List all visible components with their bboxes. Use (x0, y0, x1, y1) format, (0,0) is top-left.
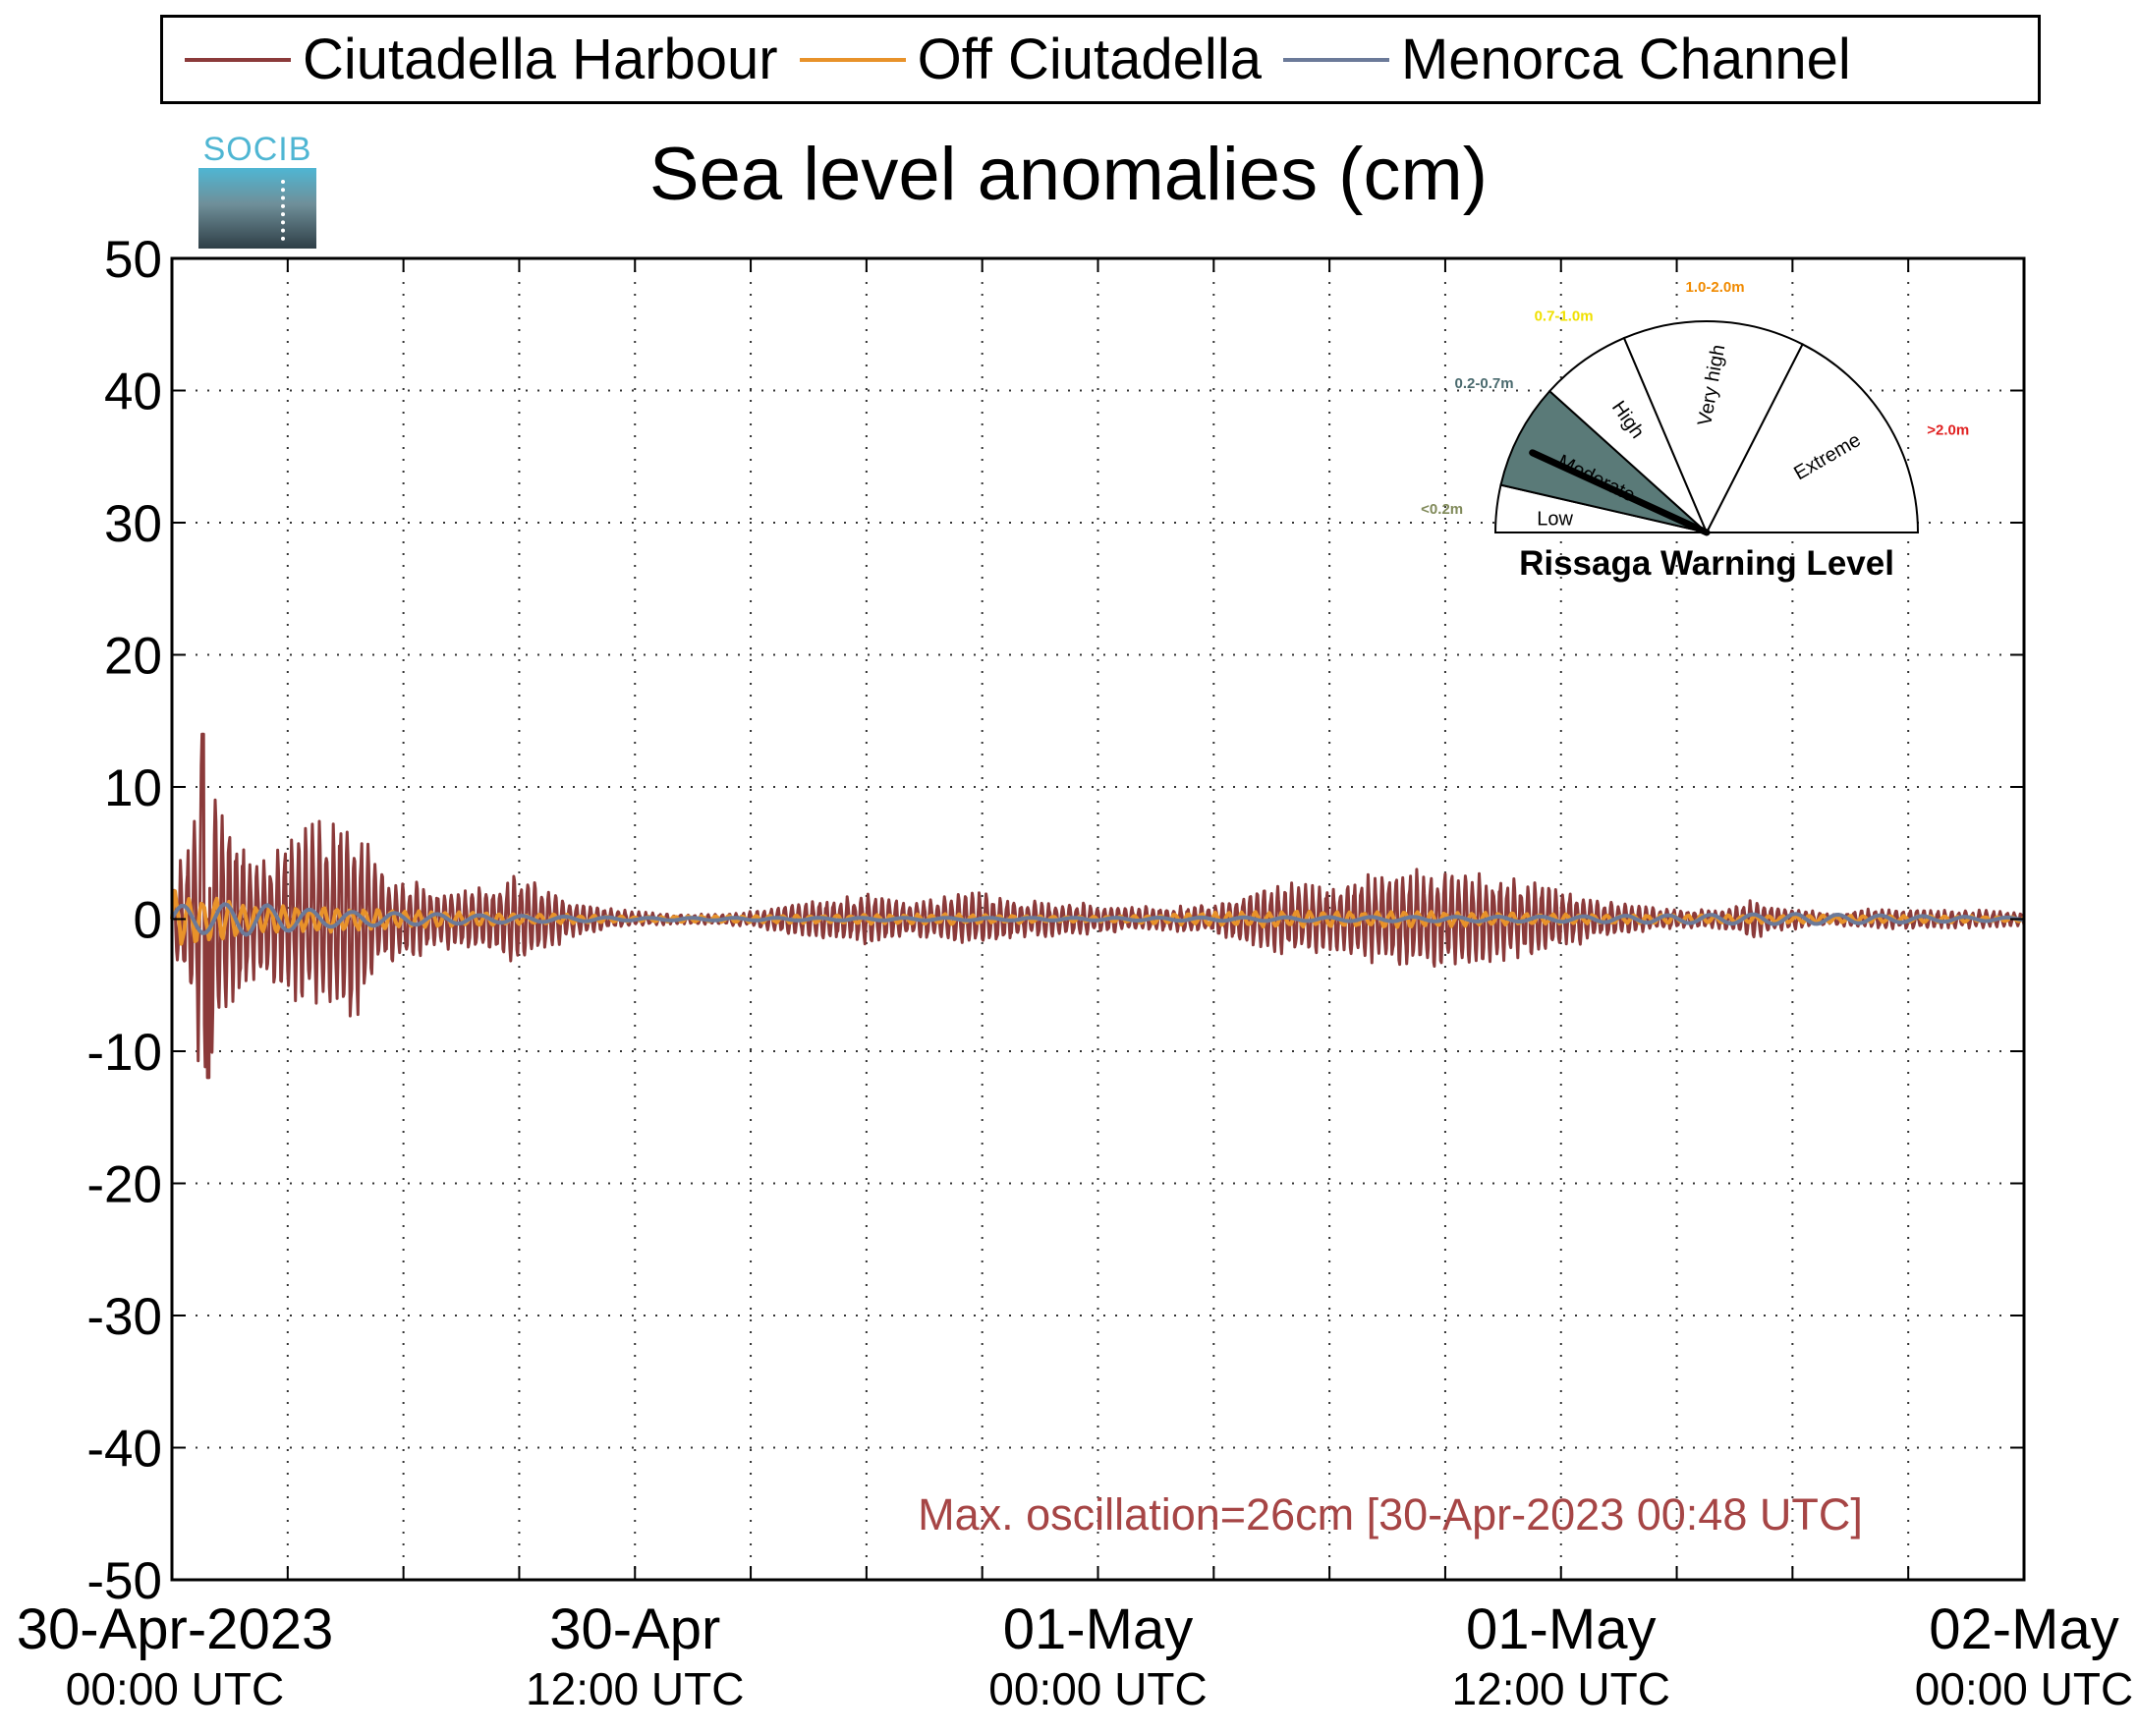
legend-label: Menorca Channel (1400, 27, 1851, 91)
series-line-menorca-channel (170, 902, 2025, 937)
x-tick-label: 02-May (1929, 1597, 2118, 1661)
x-tick-sublabel: 12:00 UTC (526, 1663, 744, 1714)
x-tick-label: 01-May (1003, 1597, 1193, 1661)
y-tick-label: -30 (86, 1288, 162, 1346)
logo-graphic (198, 168, 316, 249)
legend-item-off-ciutadella: Off Ciutadella (799, 27, 1262, 91)
x-tick-label: 30-Apr-2023 (17, 1597, 333, 1661)
gauge-sector-extreme (1705, 343, 1920, 533)
series-lines (170, 732, 2026, 1080)
y-tick-label: -50 (86, 1552, 162, 1610)
legend-item-menorca-channel: Menorca Channel (1282, 27, 1851, 91)
gauge-range-label: 0.2-0.7m (1455, 375, 1514, 392)
axis-ticks: 50403020100-10-20-30-40-5030-Apr-202300:… (17, 231, 2133, 1714)
x-tick-sublabel: 00:00 UTC (66, 1663, 284, 1714)
x-tick-sublabel: 12:00 UTC (1452, 1663, 1670, 1714)
rissaga-warning-gauge: LowModerateHighVery highExtreme<0.2m0.2-… (1421, 279, 1969, 583)
y-tick-label: -20 (86, 1156, 162, 1214)
y-tick-label: 30 (104, 495, 162, 553)
y-tick-label: 20 (104, 628, 162, 686)
gauge-range-label: 0.7-1.0m (1535, 308, 1594, 324)
gauge-needle (1529, 449, 1711, 536)
gauge-sector-moderate (1499, 389, 1711, 534)
max-oscillation-annotation: Max. oscillation=26cm [30-Apr-2023 00:48… (918, 1489, 1863, 1540)
y-tick-label: 50 (104, 231, 162, 289)
y-tick-label: 40 (104, 364, 162, 421)
legend-item-ciutadella-harbour: Ciutadella Harbour (185, 27, 778, 91)
y-tick-label: -40 (86, 1421, 162, 1479)
gauge-range-label: >2.0m (1927, 422, 1969, 439)
legend-swatch (799, 57, 906, 62)
socib-logo-icon: SOCIB (198, 131, 316, 249)
y-tick-label: 0 (134, 892, 162, 950)
legend-swatch (1282, 57, 1389, 62)
gauge-sector-label: Low (1537, 508, 1573, 530)
legend-label: Ciutadella Harbour (303, 27, 778, 91)
x-tick-sublabel: 00:00 UTC (988, 1663, 1207, 1714)
y-tick-label: 10 (104, 759, 162, 817)
y-tick-label: -10 (86, 1024, 162, 1082)
logo-mark (281, 180, 289, 241)
logo-text: SOCIB (202, 131, 312, 168)
x-tick-label: 30-Apr (549, 1597, 720, 1661)
gauge-sector-very-high (1622, 320, 1804, 535)
gauge-title: Rissaga Warning Level (1519, 544, 1894, 583)
series-line-ciutadella-harbour (170, 732, 2026, 1080)
x-tick-sublabel: 00:00 UTC (1915, 1663, 2133, 1714)
x-tick-label: 01-May (1466, 1597, 1656, 1661)
chart-legend: Ciutadella Harbour Off Ciutadella Menorc… (160, 15, 2041, 104)
gauge-range-label: <0.2m (1421, 501, 1463, 518)
chart-title: Sea level anomalies (cm) (648, 133, 1489, 216)
legend-swatch (185, 57, 291, 62)
legend-label: Off Ciutadella (917, 27, 1262, 91)
gauge-range-label: 1.0-2.0m (1686, 279, 1745, 296)
